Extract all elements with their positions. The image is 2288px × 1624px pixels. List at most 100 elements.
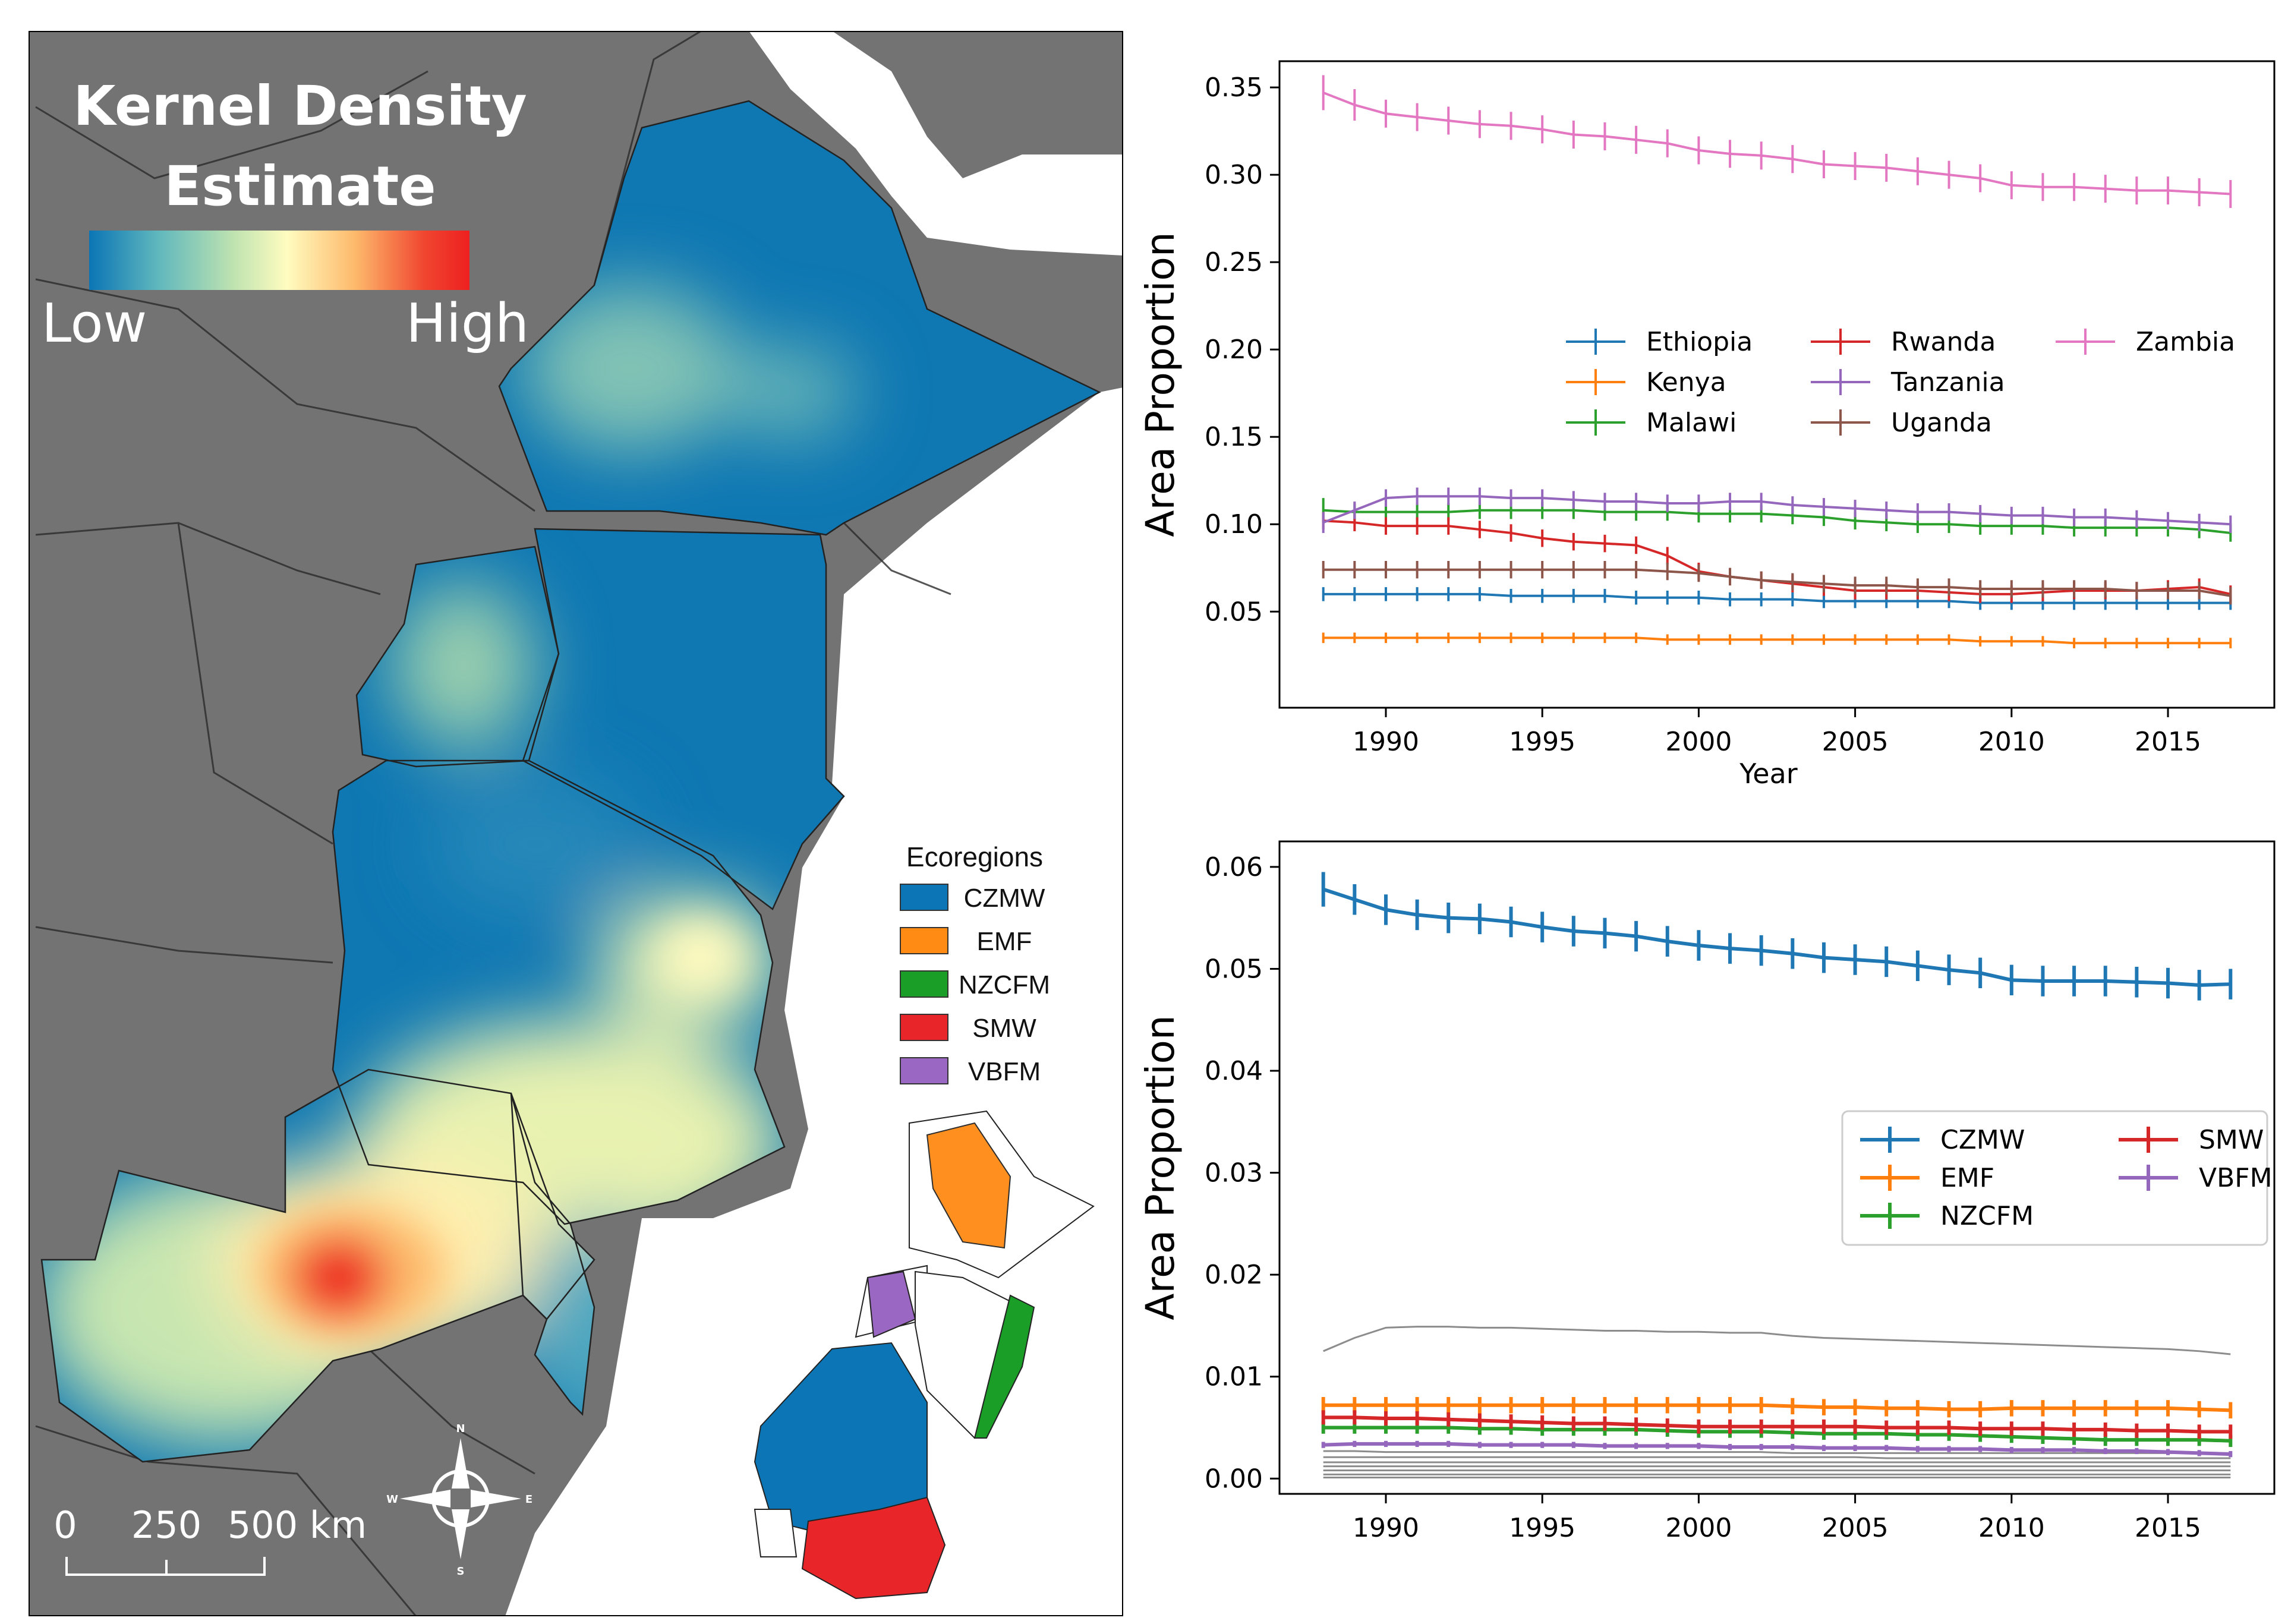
ecoregion-swatch-vbfm [900, 1057, 948, 1084]
bottom-chart-legend-label: EMF [1940, 1163, 1994, 1193]
compass-n: N [456, 1423, 465, 1435]
top-chart-line-kenya [1323, 636, 2231, 645]
bottom-chart-background-line [1323, 1450, 2231, 1454]
bottom-chart-series-smw [1321, 1410, 2233, 1439]
bottom-chart-ytick-label: 0.02 [1205, 1260, 1263, 1290]
kde-legend-title-line1: Kernel Density [73, 74, 527, 138]
top-chart-legend-label: Ethiopia [1646, 327, 1753, 357]
bottom-chart-xtick-label: 1995 [1509, 1513, 1575, 1543]
top-chart-xtick-label: 1990 [1353, 727, 1419, 757]
bottom-chart-background-line [1323, 1456, 2231, 1459]
top-chart-series-zambia [1322, 75, 2232, 209]
compass-w: W [386, 1493, 398, 1506]
bottom-chart-legend-item-smw: SMW [2119, 1125, 2264, 1155]
top-chart-xtick-label: 2005 [1822, 727, 1889, 757]
ecoregion-swatch-czmw [900, 884, 948, 911]
bottom-chart-ytick-label: 0.05 [1205, 954, 1263, 984]
red-sea [749, 31, 1123, 256]
top-chart-legend-item-kenya: Kenya [1566, 367, 1726, 398]
top-chart-legend-label: Malawi [1646, 408, 1737, 438]
ecoregions-legend: Ecoregions CZMW EMF NZCFM SMW VBFM [900, 841, 1050, 1086]
top-chart-legend-item-malawi: Malawi [1566, 408, 1737, 438]
bottom-chart-xtick-label: 2015 [2135, 1513, 2201, 1543]
ecoregions-inset-map [754, 1110, 1095, 1600]
bottom-chart-ytick-label: 0.00 [1205, 1464, 1263, 1494]
ecoregion-label-czmw: CZMW [964, 884, 1045, 913]
top-chart-xtick-label: 2010 [1978, 727, 2045, 757]
scale-label-0: 0 [53, 1503, 77, 1547]
kde-legend-low: Low [42, 292, 147, 355]
top-chart-legend-item-rwanda: Rwanda [1811, 327, 1996, 357]
kde-legend: Kernel Density Estimate Low High [42, 74, 529, 355]
ecoregion-swatch-emf [900, 927, 948, 954]
top-chart-series-kenya [1322, 632, 2232, 649]
top-chart-legend-label: Zambia [2136, 327, 2235, 357]
bottom-chart-line-emf [1323, 1403, 2231, 1412]
kde-gradient-bar [89, 231, 469, 290]
ecoregion-swatch-nzcfm [900, 970, 948, 998]
bottom-chart-background-line [1323, 1326, 2231, 1355]
compass-e: E [525, 1493, 532, 1506]
kde-legend-title-line2: Estimate [164, 154, 436, 218]
top-chart-ytick-label: 0.25 [1205, 247, 1263, 278]
density-country-borders [40, 100, 1101, 1463]
bottom-chart-series-vbfm [1321, 1440, 2233, 1458]
compass-s: S [457, 1565, 465, 1578]
bottom-chart-ytick-label: 0.04 [1205, 1056, 1263, 1086]
top-chart-xtick-label: 2000 [1665, 727, 1732, 757]
ecoregion-label-smw: SMW [972, 1014, 1036, 1043]
top-chart-line-ethiopia [1323, 592, 2231, 604]
top-chart-line-uganda [1323, 568, 2231, 597]
top-chart-line-zambia [1322, 92, 2231, 195]
bottom-chart-line-czmw [1322, 887, 2231, 987]
top-chart-ytick-label: 0.10 [1205, 509, 1263, 540]
top-chart-legend-item-tanzania: Tanzania [1811, 367, 2005, 398]
country-area-proportion-chart: 1990 1995 2000 2005 2010 2015 0.05 0.10 0.15 0.2… [1137, 60, 2276, 790]
bottom-chart-line-vbfm [1323, 1442, 2231, 1456]
bottom-chart-legend-label: CZMW [1940, 1125, 2025, 1155]
kernel-density-map [29, 31, 1123, 1616]
bottom-chart-xtick-label: 2005 [1822, 1513, 1889, 1543]
ecoregions-legend-title: Ecoregions [906, 841, 1043, 872]
top-chart-ytick-label: 0.15 [1205, 422, 1263, 452]
ecoregion-label-vbfm: VBFM [968, 1057, 1041, 1086]
bottom-chart-legend-item-vbfm: VBFM [2119, 1163, 2273, 1193]
ecoregion-label-nzcfm: NZCFM [959, 970, 1050, 999]
country-borders [35, 31, 951, 1616]
top-chart-ylabel: Area Proportion [1137, 232, 1183, 537]
bottom-chart-legend-label: NZCFM [1940, 1201, 2034, 1231]
top-chart-ytick-label: 0.30 [1205, 160, 1263, 190]
bottom-chart-legend-item-nzcfm: NZCFM [1860, 1201, 2034, 1231]
bottom-chart-ytick-label: 0.03 [1205, 1158, 1263, 1188]
top-chart-ytick-label: 0.35 [1205, 72, 1263, 103]
top-chart-legend-label: Uganda [1891, 408, 1992, 438]
top-chart-line-malawi [1323, 509, 2231, 534]
bottom-chart-xtick-label: 2010 [1978, 1513, 2045, 1543]
scale-bar: 0 250 500 km [53, 1503, 367, 1576]
ecoregion-label-emf: EMF [977, 927, 1032, 956]
bottom-chart-legend-frame [1841, 1110, 2268, 1246]
kde-legend-high: High [406, 292, 529, 355]
bottom-chart-xtick-label: 1990 [1353, 1513, 1419, 1543]
bottom-chart-ylabel: Area Proportion [1137, 1015, 1183, 1320]
top-chart-legend-label: Tanzania [1890, 367, 2005, 398]
bottom-chart-legend-label: SMW [2199, 1125, 2264, 1155]
bottom-chart-legend-item-emf: EMF [1860, 1163, 1994, 1193]
top-chart-xlabel: Year [1739, 758, 1797, 790]
scale-label-250: 250 [131, 1503, 201, 1547]
top-chart-ytick-label: 0.05 [1205, 597, 1263, 627]
ecoregion-swatch-smw [900, 1014, 948, 1041]
bottom-chart-line-nzcfm [1323, 1426, 2231, 1443]
bottom-chart-legend-item-czmw: CZMW [1860, 1125, 2025, 1155]
bottom-chart-legend-label: VBFM [2199, 1163, 2273, 1193]
top-chart-line-tanzania [1322, 495, 2231, 526]
top-chart-xtick-label: 2015 [2135, 727, 2201, 757]
top-chart-legend-item-ethiopia: Ethiopia [1566, 327, 1753, 357]
bottom-chart-xtick-label: 2000 [1665, 1513, 1732, 1543]
top-chart-ytick-label: 0.20 [1205, 335, 1263, 365]
top-chart-legend-label: Rwanda [1891, 327, 1996, 357]
ecoregion-area-proportion-chart: 1990 1995 2000 2005 2010 2015 0.00 0.01 0.02 0.0… [1137, 840, 2276, 1543]
bottom-chart-series-czmw [1321, 872, 2233, 1001]
top-chart-legend-label: Kenya [1646, 367, 1726, 398]
